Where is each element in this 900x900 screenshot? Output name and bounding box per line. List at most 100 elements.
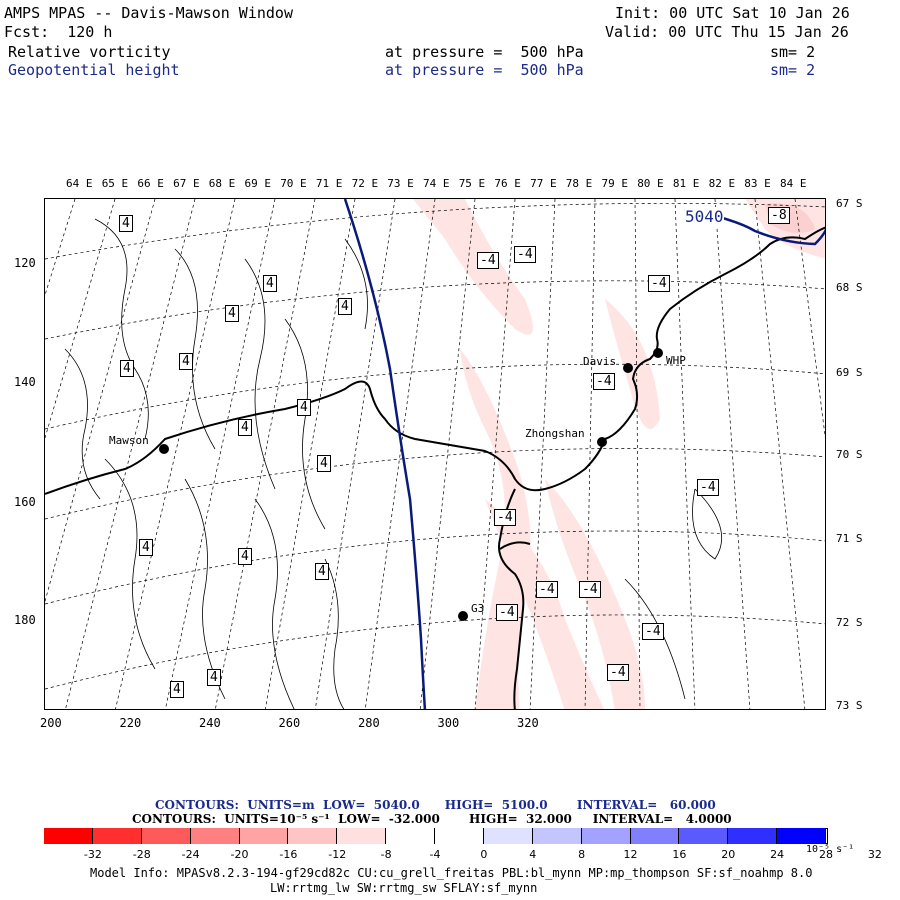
longitude-label: 76 E: [494, 177, 521, 190]
vort-label: -4: [593, 373, 615, 390]
colorbar-label: -28: [132, 848, 151, 861]
colorbar-segment: [435, 828, 484, 844]
vorticity-contour-info: CONTOURS: UNITS=10⁻⁵ s⁻¹ LOW= -32.000 HI…: [132, 812, 732, 826]
x-axis-label: 320: [517, 716, 539, 730]
colorbar-label: 0: [480, 848, 488, 861]
colorbar-segment: [337, 828, 387, 844]
vort-label: 4: [179, 353, 193, 370]
colorbar-label: -4: [429, 848, 441, 861]
height-contour-label: 5040: [685, 207, 724, 226]
latitude-label: 71 S: [836, 532, 863, 545]
map-svg: [45, 199, 825, 709]
y-axis-label: 140: [14, 375, 36, 389]
forecast-hour: Fcst: 120 h: [4, 23, 113, 41]
field2-name: Geopotential height: [8, 61, 180, 79]
colorbar-label: -8: [380, 848, 392, 861]
x-axis-label: 200: [40, 716, 62, 730]
longitude-label: 65 E: [101, 177, 129, 190]
vort-label: 4: [207, 669, 221, 686]
colorbar-label: 32: [867, 848, 882, 861]
longitude-label: 84 E: [780, 177, 807, 190]
plot-title: AMPS MPAS -- Davis-Mawson Window: [4, 4, 293, 22]
vort-label: 4: [119, 215, 133, 232]
latitude-label: 69 S: [836, 366, 863, 379]
vort-label: -4: [536, 581, 558, 598]
vort-label: 4: [170, 681, 184, 698]
model-info-physics: LW:rrtmg_lw SW:rrtmg_sw SFLAY:sf_mynn: [270, 881, 538, 895]
vorticity-shading: [413, 199, 825, 709]
longitude-label: 72 E: [351, 177, 379, 190]
longitude-label: 80 E: [637, 177, 664, 190]
station-g3: G3: [471, 602, 485, 615]
latitude-label: 67 S: [836, 197, 863, 210]
colorbar-segment: [44, 828, 93, 844]
y-axis-label: 160: [14, 495, 36, 509]
longitude-label: 68 E: [208, 177, 236, 190]
longitude-label: 75 E: [458, 177, 486, 190]
field1-level: at pressure = 500 hPa: [385, 43, 584, 61]
field2-level: at pressure = 500 hPa: [385, 61, 584, 79]
coastline: [45, 226, 825, 709]
x-axis-label: 240: [199, 716, 221, 730]
vort-label: -4: [642, 623, 664, 640]
colorbar-label: -16: [279, 848, 298, 861]
colorbar-segment: [679, 828, 729, 844]
longitude-label: 78 E: [565, 177, 593, 190]
colorbar-segment: [92, 828, 142, 844]
longitude-label: 70 E: [280, 177, 307, 190]
vort-label: -8: [768, 207, 790, 224]
vort-label: -4: [496, 604, 518, 621]
longitude-label: 66 E: [137, 177, 164, 190]
longitude-label: 74 E: [423, 177, 450, 190]
colorbar-segment: [581, 828, 631, 844]
colorbar-segment: [630, 828, 680, 844]
field1-smoothing: sm= 2: [770, 43, 816, 61]
colorbar-segment: [728, 828, 778, 844]
colorbar-label: 24: [770, 848, 785, 861]
vort-label: 4: [238, 548, 252, 565]
model-info: Model Info: MPASv8.2.3-194-gf29cd82c CU:…: [90, 866, 813, 880]
colorbar-segment: [386, 828, 435, 844]
longitude-label: 81 E: [672, 177, 700, 190]
x-axis-label: 300: [437, 716, 460, 730]
vort-label: 4: [225, 305, 239, 322]
latitude-label: 73 S: [836, 699, 863, 712]
x-axis-label: 220: [119, 716, 142, 730]
colorbar-segment: [483, 828, 533, 844]
colorbar-label: -24: [181, 848, 200, 861]
station-davis: Davis: [583, 355, 617, 368]
y-axis-label: 120: [14, 256, 36, 270]
vort-label: -4: [579, 581, 601, 598]
graticule: [45, 199, 825, 709]
valid-time: Valid: 00 UTC Thu 15 Jan 26: [605, 23, 849, 41]
colorbar-unit: 10⁻⁵ s⁻¹: [806, 844, 855, 855]
vort-label: 4: [338, 298, 352, 315]
y-axis-label: 180: [14, 613, 36, 627]
colorbar-label: 8: [578, 848, 586, 861]
station-mawson: Mawson: [109, 434, 149, 447]
colorbar-label: 16: [672, 848, 687, 861]
colorbar-segment: [190, 828, 240, 844]
vort-label: -4: [494, 509, 516, 526]
vort-label: 4: [120, 360, 134, 377]
longitude-label: 69 E: [244, 177, 272, 190]
colorbar-label: -12: [328, 848, 347, 861]
vort-label: 4: [263, 275, 277, 292]
colorbar-label: -32: [83, 848, 102, 861]
field2-smoothing: sm= 2: [770, 61, 816, 79]
longitude-label: 77 E: [530, 177, 557, 190]
vort-label: -4: [697, 479, 719, 496]
x-axis-label: 280: [358, 716, 380, 730]
colorbar-segment: [141, 828, 191, 844]
longitude-label: 79 E: [601, 177, 629, 190]
station-zhongshan: Zhongshan: [525, 427, 585, 440]
height-contours: [343, 199, 825, 709]
longitude-label: 83 E: [744, 177, 771, 190]
latitude-label: 68 S: [836, 281, 863, 294]
x-axis-label: 260: [278, 716, 301, 730]
colorbar-label: 12: [623, 848, 638, 861]
colorbar-segment: [288, 828, 338, 844]
map-panel[interactable]: Mawson Davis WHP Zhongshan G3 5040 4 4 4…: [44, 198, 826, 710]
vort-label: 4: [238, 419, 252, 436]
latitude-label: 70 S: [836, 448, 863, 461]
